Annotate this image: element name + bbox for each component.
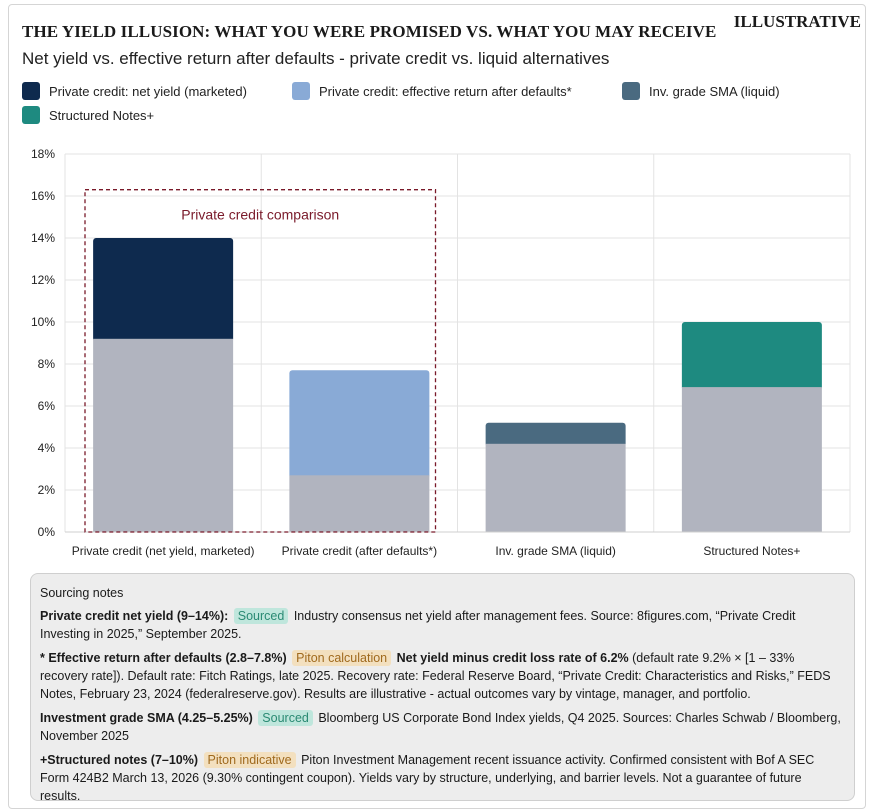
x-tick-label: Private credit (after defaults*) [282, 544, 437, 558]
y-tick-label: 10% [31, 315, 55, 329]
note-title: Private credit net yield (9–14%): [40, 609, 229, 623]
x-tick-label: Inv. grade SMA (liquid) [495, 544, 616, 558]
legend-swatch [22, 82, 40, 100]
legend-item-private-effective: Private credit: effective return after d… [292, 82, 572, 100]
legend-item-structured: Structured Notes+ [22, 106, 154, 124]
y-tick-label: 2% [38, 483, 56, 497]
legend-item-ig-sma: Inv. grade SMA (liquid) [622, 82, 780, 100]
bar-segment-top [485, 422, 626, 447]
note-tag-sourced: Sourced [233, 608, 289, 624]
note-ig-sma: Investment grade SMA (4.25–5.25%) Source… [40, 709, 845, 745]
note-text: Bloomberg US Corporate Bond Index yields… [40, 711, 841, 743]
bar-segment-base [93, 338, 234, 532]
illustrative-badge: ILLUSTRATIVE [733, 12, 861, 31]
chart-title: THE YIELD ILLUSION: WHAT YOU WERE PROMIS… [22, 22, 717, 41]
bar-segment-base [681, 387, 822, 532]
note-tag-sourced: Sourced [258, 710, 313, 726]
note-title: +Structured notes (7–10%) [40, 753, 199, 767]
sourcing-notes: Sourcing notes Private credit net yield … [30, 573, 855, 803]
x-tick-label: Structured Notes+ [703, 544, 800, 558]
bar-chart: 0% 2% 4% 6% 8% 10% 12% 14% 16% 18% Private credit … [31, 147, 851, 558]
note-effective-return: * Effective return after defaults (2.8–7… [40, 649, 845, 703]
bar-segment-base [485, 443, 626, 532]
y-tick-label: 8% [38, 357, 56, 371]
legend-item-private-net: Private credit: net yield (marketed) [22, 82, 247, 100]
legend-swatch [292, 82, 310, 100]
note-text: (default rate 9.2% × [1 – 33% recovery r… [40, 651, 831, 701]
y-tick-label: 0% [38, 525, 56, 539]
annotation-box [84, 189, 437, 533]
note-tag-indicative: Piton indicative [203, 752, 296, 768]
note-private-credit-net: Private credit net yield (9–14%): Source… [40, 607, 845, 643]
legend-label: Private credit: effective return after d… [319, 83, 572, 99]
y-tick-label: 18% [31, 147, 55, 161]
note-text-bold: Net yield minus credit loss rate of 6.2% [396, 651, 629, 665]
legend-label: Private credit: net yield (marketed) [49, 83, 247, 99]
note-title: Investment grade SMA (4.25–5.25%) [40, 711, 253, 725]
y-tick-label: 6% [38, 399, 56, 413]
note-title: * Effective return after defaults (2.8–7… [40, 651, 287, 665]
y-tick-label: 4% [38, 441, 56, 455]
notes-heading: Sourcing notes [40, 586, 124, 600]
bar-segment-base [289, 475, 430, 532]
note-tag-calculation: Piton calculation [292, 650, 392, 666]
chart-subtitle: Net yield vs. effective return after def… [22, 49, 610, 68]
legend-swatch [22, 106, 40, 124]
note-structured-notes: +Structured notes (7–10%) Piton indicati… [40, 751, 845, 805]
annotation-label: Private credit comparison [181, 207, 339, 223]
y-tick-label: 14% [31, 231, 55, 245]
bar-segment-top [681, 322, 822, 391]
legend-swatch [622, 82, 640, 100]
bar-segment-top [93, 238, 234, 342]
note-text: Piton Investment Management recent issua… [40, 753, 815, 803]
y-tick-label: 16% [31, 189, 55, 203]
y-tick-label: 12% [31, 273, 55, 287]
x-tick-label: Private credit (net yield, marketed) [72, 544, 255, 558]
bar-segment-top [289, 370, 430, 479]
legend-label: Structured Notes+ [49, 107, 155, 123]
legend: Private credit: net yield (marketed) Pri… [22, 82, 862, 128]
legend-label: Inv. grade SMA (liquid) [649, 83, 780, 99]
note-text: Industry consensus net yield after manag… [40, 609, 796, 641]
